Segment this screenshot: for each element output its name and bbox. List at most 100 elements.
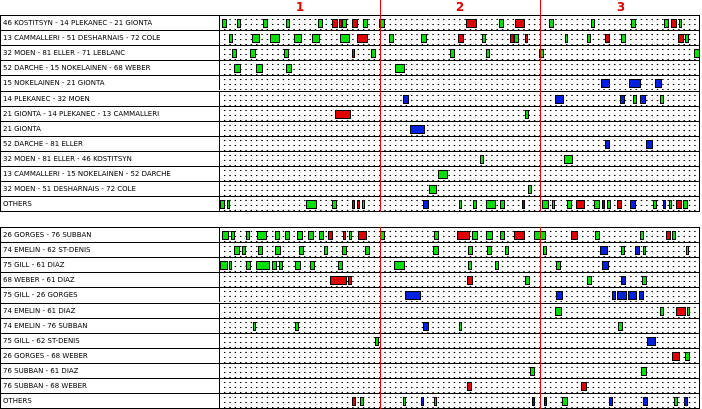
shift-block	[379, 19, 386, 28]
shift-block	[671, 19, 677, 28]
shift-block	[351, 49, 356, 59]
shift-block	[641, 366, 648, 376]
shift-block	[220, 261, 228, 271]
line-combination-label: 15 NOKELAINEN - 21 GIONTA	[0, 75, 220, 91]
shift-block	[234, 246, 241, 256]
shift-block	[639, 94, 647, 104]
shift-block	[433, 246, 439, 256]
shift-block	[556, 291, 564, 301]
shift-timeline-track	[220, 45, 700, 61]
shift-block	[296, 231, 303, 240]
shift-block	[434, 231, 440, 240]
shift-block	[363, 19, 368, 28]
shift-block	[249, 49, 256, 59]
shift-timeline-track	[220, 196, 700, 212]
shift-block	[357, 34, 368, 44]
shift-block	[686, 306, 691, 316]
shift-block	[226, 200, 230, 210]
shift-block	[564, 34, 569, 44]
shift-timeline-track	[220, 272, 700, 288]
shift-row: 75 GILL - 26 GORGES	[0, 287, 702, 303]
shift-block	[685, 246, 690, 256]
shift-block	[294, 321, 299, 331]
shift-block	[352, 19, 359, 28]
shift-block	[609, 397, 613, 407]
line-combination-label: 75 GILL - 61 DIAZ	[0, 257, 220, 273]
line-combination-label: 32 MOEN - 81 ELLER - 71 LEBLANC	[0, 45, 220, 61]
shift-block	[245, 231, 250, 240]
shift-block	[600, 246, 608, 256]
shift-block	[524, 34, 529, 44]
shift-block	[500, 231, 506, 240]
shift-row: OTHERS	[0, 196, 702, 212]
line-combination-label: 68 WEBER - 61 DIAZ	[0, 272, 220, 288]
shift-timeline-track	[220, 302, 700, 318]
shift-block	[539, 49, 544, 59]
shift-block	[467, 261, 472, 271]
shift-timeline-track	[220, 150, 700, 166]
shift-block	[628, 79, 642, 89]
shift-block	[561, 397, 568, 407]
shift-block	[606, 200, 612, 210]
shift-row: 14 PLEKANEC - 32 MOEN	[0, 90, 702, 106]
shift-block	[541, 200, 550, 210]
shift-block	[551, 200, 556, 210]
shift-block	[245, 261, 251, 271]
shift-block	[513, 231, 525, 240]
shift-block	[499, 19, 504, 28]
line-combination-label: 32 MOEN - 51 DESHARNAIS - 72 COLE	[0, 181, 220, 197]
shift-block	[356, 200, 360, 210]
shift-block	[420, 397, 424, 407]
shift-timeline-track	[220, 332, 700, 348]
shift-block	[666, 231, 672, 240]
shift-row: 26 GORGES - 68 WEBER	[0, 347, 702, 363]
line-combination-label: 26 GORGES - 76 SUBBAN	[0, 227, 220, 242]
shift-row: 32 MOEN - 81 ELLER - 46 KOSTITSYN	[0, 150, 702, 166]
shift-block	[393, 261, 405, 271]
shift-block	[621, 246, 626, 256]
shift-block	[256, 64, 264, 74]
shift-block	[630, 19, 636, 28]
shift-block	[678, 19, 683, 28]
shift-block	[339, 19, 343, 28]
shift-block	[257, 231, 267, 240]
shift-block	[499, 200, 506, 210]
shift-block	[524, 109, 529, 119]
period-header-line	[540, 0, 541, 15]
shift-block	[481, 34, 487, 44]
shift-block	[604, 139, 610, 149]
shift-block	[643, 397, 648, 407]
shift-block	[404, 291, 421, 301]
shift-block	[542, 246, 548, 256]
period-header-line	[380, 0, 381, 15]
shift-block	[594, 200, 601, 210]
shift-block	[335, 109, 352, 119]
shift-block	[450, 49, 456, 59]
period-label-3: 3	[616, 0, 626, 14]
shift-block	[429, 185, 438, 195]
shift-block	[323, 246, 329, 256]
shift-timeline-track	[220, 257, 700, 273]
shift-block	[509, 34, 514, 44]
shift-block	[617, 291, 628, 301]
shift-block	[652, 200, 657, 210]
shift-timeline-track	[220, 135, 700, 151]
shift-timeline-track	[220, 287, 700, 303]
line-combination-label: 26 GORGES - 68 WEBER	[0, 347, 220, 363]
shift-block	[528, 185, 532, 195]
shift-block	[505, 246, 509, 256]
shift-block	[590, 19, 596, 28]
shift-block	[674, 397, 679, 407]
shift-block	[544, 397, 548, 407]
shift-block	[485, 200, 497, 210]
period-divider-line	[540, 15, 541, 213]
shift-row: 76 SUBBAN - 61 DIAZ	[0, 362, 702, 378]
shift-block	[515, 19, 525, 28]
shift-block	[467, 246, 474, 256]
shift-block	[360, 397, 364, 407]
line-combination-label: 74 EMELIN - 61 DIAZ	[0, 302, 220, 318]
shift-block	[548, 19, 555, 28]
shift-timeline-track	[220, 166, 700, 181]
shift-block	[587, 276, 592, 286]
shift-row: 75 GILL - 61 DIAZ	[0, 257, 702, 273]
